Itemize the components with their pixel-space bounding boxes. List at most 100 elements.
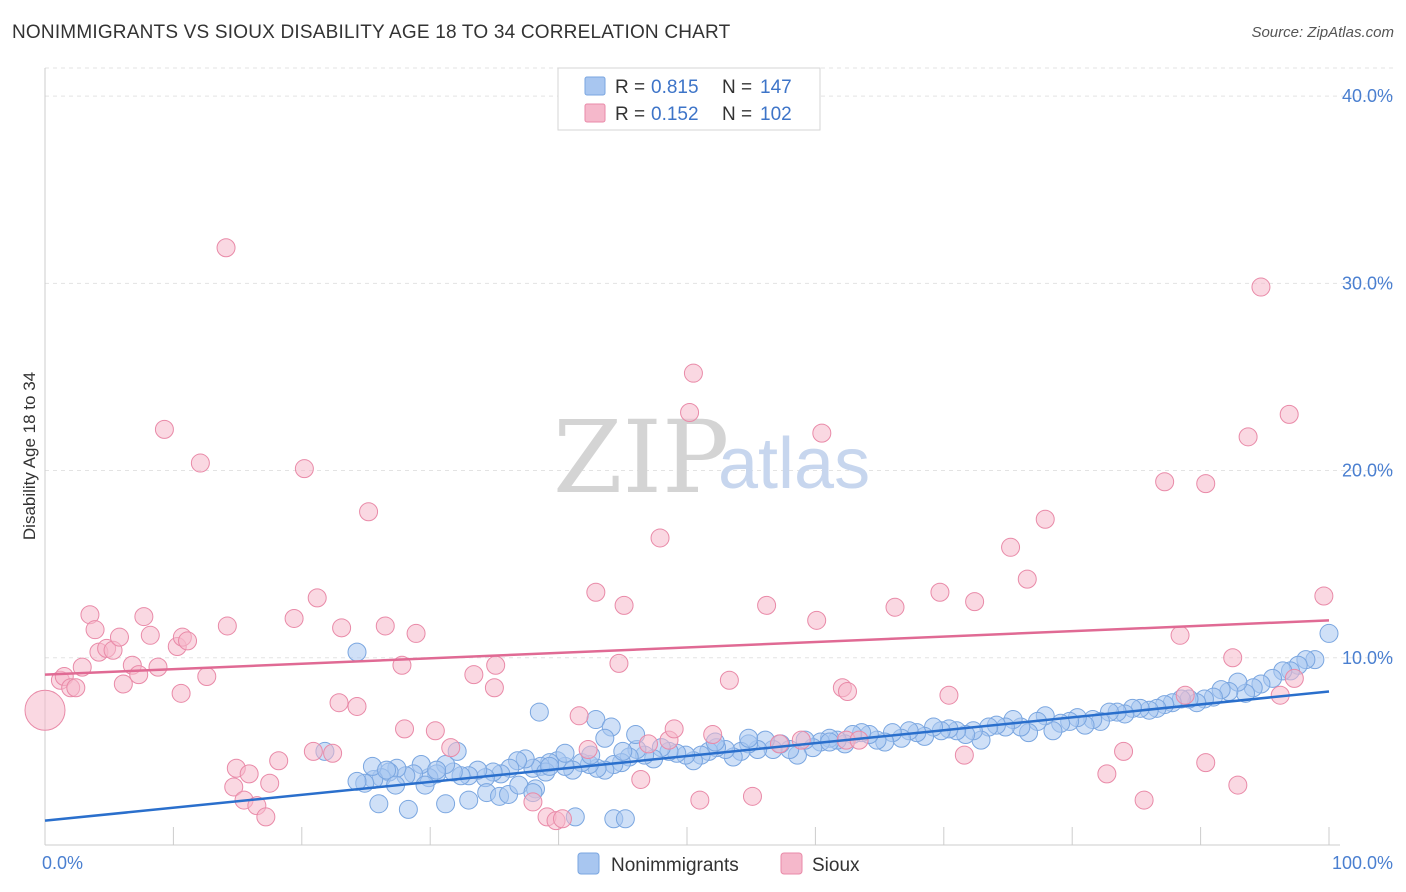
data-point xyxy=(427,760,447,780)
data-point xyxy=(631,769,651,789)
data-point xyxy=(739,728,759,748)
data-point xyxy=(615,809,635,829)
trend-line-sioux xyxy=(44,619,1330,676)
data-point xyxy=(375,616,395,636)
x-tick-labels: 0.0% 100.0% xyxy=(42,827,1393,873)
data-point xyxy=(307,588,327,608)
data-point xyxy=(1228,775,1248,795)
data-point xyxy=(436,794,456,814)
legend-n-label-2: N = xyxy=(722,104,752,125)
y-tick-labels: 10.0% 20.0% 30.0% 40.0% xyxy=(1342,86,1393,668)
data-point xyxy=(459,790,479,810)
legend-swatch-sioux xyxy=(584,103,606,123)
data-point xyxy=(586,582,606,602)
data-point xyxy=(1319,623,1339,643)
x-tick-label: 0.0% xyxy=(42,853,83,873)
data-point xyxy=(347,696,367,716)
data-point xyxy=(683,363,703,383)
data-point xyxy=(148,657,168,677)
data-point xyxy=(269,751,289,771)
data-point xyxy=(140,625,160,645)
data-point xyxy=(552,809,572,829)
data-point xyxy=(555,743,575,763)
data-point xyxy=(1196,753,1216,773)
data-point xyxy=(190,453,210,473)
data-point xyxy=(294,459,314,479)
data-point xyxy=(1223,648,1243,668)
data-point xyxy=(486,655,506,675)
data-point xyxy=(303,741,323,761)
chart-source: Source: ZipAtlas.com xyxy=(1251,24,1394,41)
y-tick-label: 10.0% xyxy=(1342,648,1393,668)
data-point xyxy=(377,760,397,780)
data-point xyxy=(1114,741,1134,761)
data-point xyxy=(838,681,857,701)
data-point xyxy=(109,627,129,647)
data-point xyxy=(441,738,461,758)
data-point xyxy=(954,745,974,765)
y-tick-label: 30.0% xyxy=(1342,273,1393,293)
legend-r-value-2: 0.152 xyxy=(651,104,699,125)
data-point xyxy=(197,666,217,686)
data-point xyxy=(540,756,560,776)
data-point xyxy=(323,743,343,763)
data-point xyxy=(216,238,236,258)
data-points xyxy=(24,238,1339,831)
data-point xyxy=(614,595,634,615)
data-point xyxy=(529,702,549,722)
data-point xyxy=(154,419,174,439)
data-point xyxy=(626,725,646,745)
legend-n-label-1: N = xyxy=(722,77,752,98)
data-point xyxy=(425,721,445,741)
bottom-legend-swatch-sioux xyxy=(780,852,803,875)
bottom-legend-swatch-nonimmigrants xyxy=(577,852,600,875)
data-point xyxy=(359,502,379,522)
watermark: ZIP atlas xyxy=(553,399,870,516)
data-point xyxy=(578,740,598,760)
data-point xyxy=(85,620,105,640)
data-point xyxy=(256,807,276,827)
series-legend: Nonimmigrants Sioux xyxy=(577,852,860,876)
trend-lines xyxy=(44,619,1330,822)
y-tick-label: 20.0% xyxy=(1342,461,1393,481)
data-point xyxy=(332,618,352,638)
data-point xyxy=(369,794,389,814)
data-point xyxy=(680,403,700,423)
chart-title: NONIMMIGRANTS VS SIOUX DISABILITY AGE 18… xyxy=(12,22,731,43)
data-point xyxy=(812,423,832,443)
data-point xyxy=(1196,474,1216,494)
legend-n-value-2: 102 xyxy=(760,104,792,125)
grid-lines xyxy=(45,67,1395,659)
watermark-zip: ZIP xyxy=(553,399,729,516)
data-point xyxy=(415,775,435,795)
data-point xyxy=(347,642,367,662)
data-point xyxy=(398,799,418,819)
legend-swatch-nonimmigrants xyxy=(584,76,606,96)
data-point xyxy=(464,665,484,685)
bottom-legend-label-nonimmigrants: Nonimmigrants xyxy=(611,855,739,876)
data-point xyxy=(1017,569,1037,589)
legend-r-label-1: R = xyxy=(615,77,645,98)
data-point xyxy=(1279,404,1299,424)
data-point xyxy=(885,597,905,617)
x-tick-label: 100.0% xyxy=(1332,853,1393,873)
data-point xyxy=(171,683,191,703)
data-point xyxy=(24,689,66,731)
correlation-legend: R = 0.815 N = 147 R = 0.152 N = 102 xyxy=(557,67,821,131)
data-point xyxy=(1238,427,1258,447)
data-point xyxy=(930,582,950,602)
data-point xyxy=(664,719,684,739)
data-point xyxy=(757,595,777,615)
data-point xyxy=(1097,764,1117,784)
trend-line-nonimmigrants xyxy=(44,690,1330,822)
data-point xyxy=(113,674,133,694)
data-point xyxy=(769,734,789,754)
bottom-legend-label-sioux: Sioux xyxy=(812,855,860,876)
legend-r-value-1: 0.815 xyxy=(651,77,699,98)
data-point xyxy=(1155,472,1175,492)
data-point xyxy=(134,607,154,627)
y-axis-label: Disability Age 18 to 34 xyxy=(20,372,39,540)
data-point xyxy=(1175,685,1195,705)
data-point xyxy=(965,592,985,612)
data-point xyxy=(638,734,658,754)
